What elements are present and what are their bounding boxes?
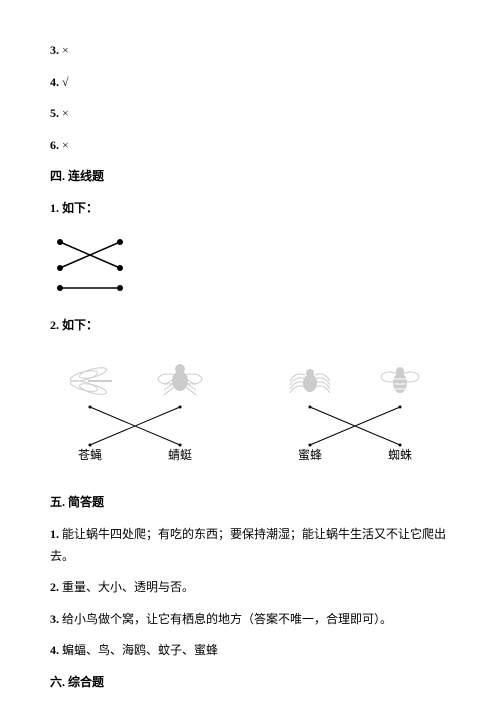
svg-text:蜘蛛: 蜘蛛 bbox=[388, 447, 412, 462]
q-num: 2. bbox=[50, 580, 59, 594]
q-text: 蝙蝠、鸟、海鸥、蚊子、蜜蜂 bbox=[62, 643, 218, 657]
answer-mark: √ bbox=[62, 75, 69, 89]
answer-num: 6. bbox=[50, 138, 59, 152]
answer-5: 5. × bbox=[50, 103, 450, 125]
svg-text:蜜蜂: 蜜蜂 bbox=[298, 447, 322, 462]
q-text: 能让蜗牛四处爬；有吃的东西；要保持潮湿；能让蜗牛生活又不让它爬出去。 bbox=[50, 527, 446, 563]
answer-mark: × bbox=[62, 106, 69, 120]
q5-3: 3. 给小鸟做个窝，让它有栖息的地方（答案不唯一，合理即可）。 bbox=[50, 609, 450, 631]
q5-2: 2. 重量、大小、透明与否。 bbox=[50, 577, 450, 599]
answer-num: 4. bbox=[50, 75, 59, 89]
q-num: 1. bbox=[50, 527, 59, 541]
answer-3: 3. × bbox=[50, 40, 450, 62]
matching-diagram-1 bbox=[50, 234, 450, 302]
matching-diagram-2: 苍蝇 蜻蜓 蜜蜂 蜘蛛 bbox=[50, 351, 450, 479]
q-num: 4. bbox=[50, 643, 59, 657]
answer-6: 6. × bbox=[50, 135, 450, 157]
q-text: 给小鸟做个窝，让它有栖息的地方（答案不唯一，合理即可）。 bbox=[62, 612, 392, 626]
q1-label: 1. 如下： bbox=[50, 198, 450, 220]
section-5-heading: 五. 简答题 bbox=[50, 492, 450, 514]
answer-mark: × bbox=[62, 43, 69, 57]
section-4-heading: 四. 连线题 bbox=[50, 166, 450, 188]
answer-num: 5. bbox=[50, 106, 59, 120]
q2-label: 2. 如下： bbox=[50, 315, 450, 337]
answer-4: 4. √ bbox=[50, 72, 450, 94]
q5-4: 4. 蝙蝠、鸟、海鸥、蚊子、蜜蜂 bbox=[50, 640, 450, 662]
answer-num: 3. bbox=[50, 43, 59, 57]
section-6-heading: 六. 综合题 bbox=[50, 672, 450, 694]
svg-text:苍蝇: 苍蝇 bbox=[78, 448, 102, 462]
answer-mark: × bbox=[62, 138, 69, 152]
q-text: 重量、大小、透明与否。 bbox=[62, 580, 194, 594]
q5-1: 1. 能让蜗牛四处爬；有吃的东西；要保持潮湿；能让蜗牛生活又不让它爬出去。 bbox=[50, 524, 450, 567]
svg-text:蜻蜓: 蜻蜓 bbox=[168, 448, 192, 462]
q-num: 3. bbox=[50, 612, 59, 626]
